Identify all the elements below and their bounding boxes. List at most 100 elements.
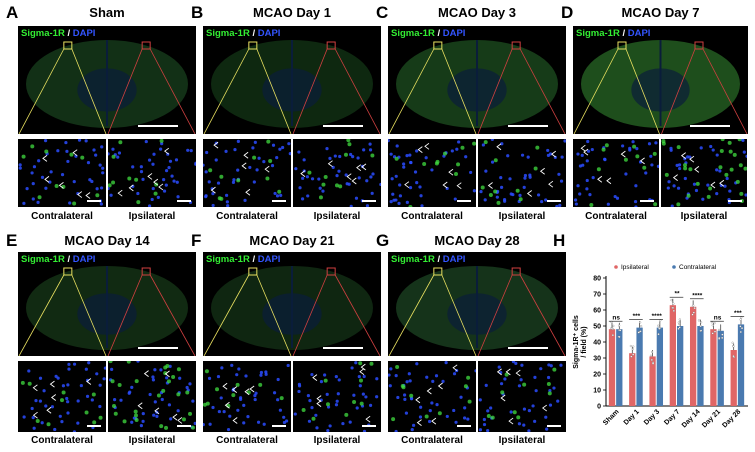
x-tick-label: Day 28 bbox=[721, 408, 742, 429]
panel-title: MCAO Day 3 bbox=[437, 5, 517, 20]
scale-bar bbox=[508, 347, 548, 349]
data-point bbox=[718, 328, 721, 331]
contralateral-label: Contralateral bbox=[31, 435, 93, 446]
data-point bbox=[691, 313, 694, 316]
significance-label: ** bbox=[674, 291, 680, 298]
brain-section-graphic bbox=[388, 266, 566, 356]
bar bbox=[629, 353, 636, 406]
data-point bbox=[700, 329, 703, 332]
panel-letter: A bbox=[6, 3, 19, 22]
data-point bbox=[637, 331, 640, 334]
panel-letter: C bbox=[376, 3, 389, 22]
stain-marker-label: Sigma-1R bbox=[576, 28, 620, 39]
cell-field-graphic bbox=[203, 363, 290, 432]
scale-bar bbox=[508, 125, 548, 127]
ipsilateral-zoom-image bbox=[478, 139, 566, 207]
stain-label: Sigma-1R / DAPI bbox=[21, 254, 95, 265]
cell-field-graphic bbox=[294, 139, 381, 207]
data-point bbox=[732, 355, 735, 358]
data-point bbox=[631, 348, 634, 351]
data-point bbox=[651, 350, 654, 354]
contralateral-label: Contralateral bbox=[585, 211, 647, 222]
data-point bbox=[672, 302, 675, 305]
stain-label: Sigma-1R / DAPI bbox=[391, 254, 465, 265]
zoom-scale-bar bbox=[177, 425, 191, 427]
data-point bbox=[718, 337, 721, 340]
panel-title: Sham bbox=[89, 5, 125, 20]
stain-counter-label: DAPI bbox=[72, 28, 96, 39]
bar bbox=[697, 326, 704, 406]
cell-field-graphic bbox=[574, 139, 659, 207]
data-point bbox=[677, 321, 680, 324]
data-point bbox=[677, 327, 680, 330]
bar bbox=[710, 329, 717, 406]
y-tick-label: 60 bbox=[593, 308, 601, 315]
panel-letter: D bbox=[561, 3, 574, 22]
contralateral-label: Contralateral bbox=[401, 211, 463, 222]
stain-marker-label: Sigma-1R bbox=[206, 254, 250, 265]
data-point bbox=[657, 324, 660, 327]
cell-field-graphic bbox=[388, 361, 476, 432]
data-point bbox=[731, 341, 734, 344]
significance-label: **** bbox=[692, 292, 703, 299]
stain-label: Sigma-1R / DAPI bbox=[206, 28, 280, 39]
y-tick-label: 80 bbox=[593, 276, 601, 283]
brain-section-image: Sigma-1R / DAPI bbox=[388, 26, 566, 134]
data-point bbox=[612, 324, 615, 327]
data-point bbox=[721, 333, 724, 336]
ipsilateral-zoom-image bbox=[108, 361, 196, 432]
stain-separator: / bbox=[434, 28, 443, 39]
stain-separator: / bbox=[619, 28, 628, 39]
stain-counter-label: DAPI bbox=[257, 254, 281, 265]
zoom-scale-bar bbox=[87, 425, 101, 427]
y-tick-label: 50 bbox=[593, 324, 601, 331]
data-point bbox=[740, 316, 743, 319]
cell-field-graphic bbox=[203, 139, 291, 207]
stain-counter-label: DAPI bbox=[72, 254, 96, 265]
y-axis-label-line2: / field (%) bbox=[581, 326, 588, 357]
data-point bbox=[710, 321, 713, 324]
data-point bbox=[629, 344, 632, 348]
data-point bbox=[693, 307, 696, 310]
brain-section-image: Sigma-1R / DAPI bbox=[388, 252, 566, 356]
bar bbox=[737, 324, 745, 406]
data-point bbox=[658, 327, 661, 330]
brain-section-image: Sigma-1R / DAPI bbox=[573, 26, 748, 134]
stain-counter-label: DAPI bbox=[257, 28, 281, 39]
stain-marker-label: Sigma-1R bbox=[391, 28, 435, 39]
data-point bbox=[611, 327, 614, 330]
panel-letter: B bbox=[191, 3, 204, 22]
contralateral-zoom-image bbox=[203, 139, 291, 207]
data-point bbox=[678, 318, 681, 321]
bar bbox=[677, 326, 684, 406]
zoom-scale-bar bbox=[547, 200, 561, 202]
stain-counter-label: DAPI bbox=[442, 254, 466, 265]
zoom-scale-bar bbox=[457, 425, 471, 427]
data-point bbox=[672, 309, 675, 312]
panel-title: MCAO Day 1 bbox=[252, 5, 332, 20]
data-point bbox=[678, 326, 681, 329]
significance-label: ns bbox=[714, 315, 722, 322]
contralateral-label: Contralateral bbox=[401, 435, 463, 446]
contralateral-label: Contralateral bbox=[216, 435, 278, 446]
cell-field-graphic bbox=[18, 139, 105, 206]
stain-marker-label: Sigma-1R bbox=[391, 254, 435, 265]
data-point bbox=[713, 322, 716, 325]
stain-separator: / bbox=[249, 254, 258, 265]
ipsilateral-label: Ipsilateral bbox=[128, 435, 176, 446]
data-point bbox=[711, 332, 714, 335]
brain-section-graphic bbox=[573, 40, 748, 134]
bar bbox=[717, 330, 724, 406]
cell-field-graphic bbox=[478, 361, 563, 432]
zoom-scale-bar bbox=[272, 425, 286, 427]
data-point bbox=[700, 321, 703, 324]
data-point bbox=[652, 362, 655, 365]
cell-field-graphic bbox=[293, 361, 379, 432]
stain-separator: / bbox=[64, 254, 73, 265]
zoom-scale-bar bbox=[362, 425, 376, 427]
data-point bbox=[671, 306, 675, 309]
zoom-scale-bar bbox=[87, 200, 101, 202]
zoom-scale-bar bbox=[728, 200, 742, 202]
zoom-scale-bar bbox=[272, 200, 286, 202]
ipsilateral-label: Ipsilateral bbox=[128, 211, 176, 222]
